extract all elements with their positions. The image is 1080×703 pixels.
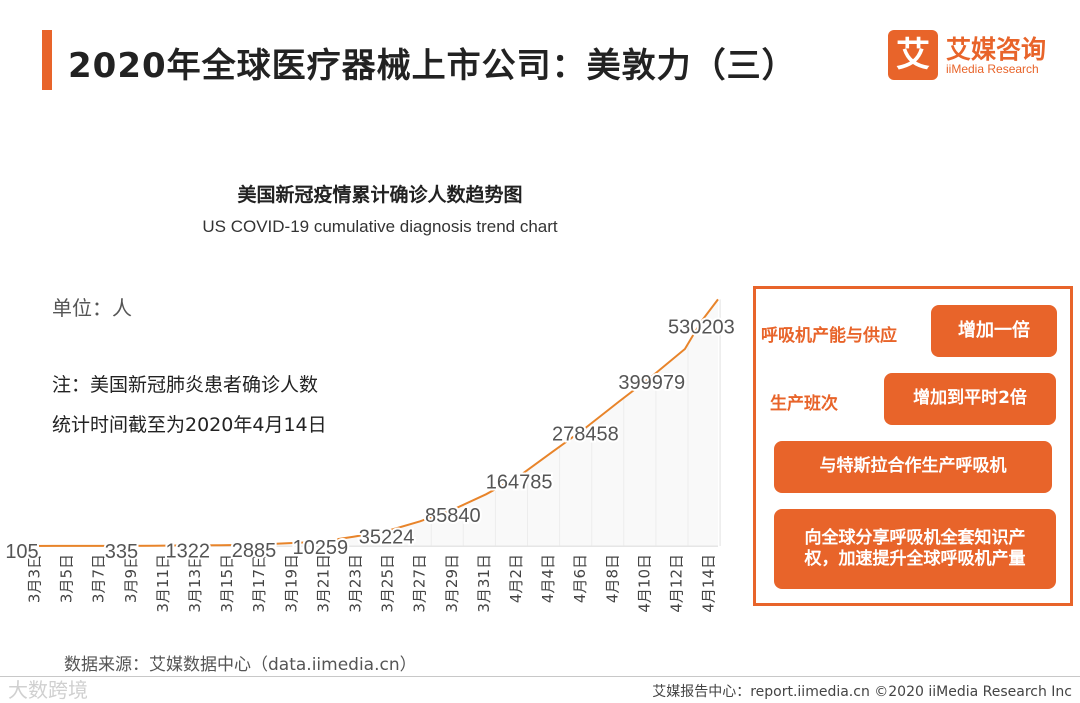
x-tick-label: 3月7日 bbox=[90, 554, 108, 603]
medtronic-actions-panel: 呼吸机产能与供应 增加一倍生产班次 增加到平时2倍与特斯拉合作生产呼吸机向全球分享呼… bbox=[753, 286, 1073, 606]
panel-row-value: 增加一倍 bbox=[931, 305, 1057, 357]
watermark-text: 大数跨境 bbox=[8, 678, 88, 702]
chart-note-line1: 注：美国新冠肺炎患者确诊人数 bbox=[52, 374, 319, 396]
area-fill bbox=[22, 299, 718, 546]
x-tick-label: 3月31日 bbox=[475, 554, 493, 613]
panel-row-label: 呼吸机产能与供应 bbox=[761, 326, 897, 346]
title-accent-bar bbox=[42, 30, 52, 90]
x-tick-label: 4月2日 bbox=[507, 554, 525, 603]
x-tick-label: 4月4日 bbox=[539, 554, 557, 603]
data-label: 278458 bbox=[552, 423, 619, 445]
data-label: 10259 bbox=[292, 537, 348, 559]
x-tick-label: 3月5日 bbox=[58, 554, 76, 603]
x-tick-label: 3月9日 bbox=[122, 554, 140, 603]
data-label: 105 bbox=[5, 541, 38, 563]
panel-row-value: 增加到平时2倍 bbox=[884, 373, 1056, 425]
x-tick-label: 3月17日 bbox=[250, 554, 268, 613]
data-label: 85840 bbox=[425, 505, 481, 527]
data-label: 164785 bbox=[486, 471, 553, 493]
logo-mark: 艾 bbox=[888, 30, 938, 80]
data-label: 335 bbox=[105, 541, 138, 563]
data-label: 399979 bbox=[618, 372, 685, 394]
x-tick-label: 3月3日 bbox=[26, 554, 44, 603]
x-tick-label: 4月8日 bbox=[603, 554, 621, 603]
logo-cn-text: 艾媒咨询 bbox=[946, 35, 1047, 64]
data-source: 数据来源：艾媒数据中心（data.iimedia.cn） bbox=[64, 655, 417, 675]
x-tick-label: 3月29日 bbox=[443, 554, 461, 613]
x-tick-label: 3月25日 bbox=[379, 554, 397, 613]
data-label: 1322 bbox=[165, 541, 210, 563]
x-tick-label: 4月6日 bbox=[571, 554, 589, 603]
chart-subtitle: US COVID-19 cumulative diagnosis trend c… bbox=[202, 217, 558, 236]
x-tick-label: 4月10日 bbox=[635, 554, 653, 613]
logo-en-text: iiMedia Research bbox=[946, 62, 1039, 76]
page-title: 2020年全球医疗器械上市公司：美敦力（三） bbox=[68, 46, 797, 86]
series-line bbox=[21, 298, 719, 547]
data-label: 530203 bbox=[668, 317, 735, 339]
x-tick-label: 3月15日 bbox=[218, 554, 236, 613]
panel-wide-item: 与特斯拉合作生产呼吸机 bbox=[774, 441, 1052, 493]
x-tick-label: 3月21日 bbox=[314, 554, 332, 613]
footer-divider bbox=[0, 676, 1080, 677]
x-tick-label: 3月19日 bbox=[282, 554, 300, 613]
data-label: 2885 bbox=[232, 540, 277, 562]
x-tick-label: 3月11日 bbox=[154, 554, 172, 613]
x-tick-label: 3月27日 bbox=[411, 554, 429, 613]
x-tick-label: 3月13日 bbox=[186, 554, 204, 613]
panel-wide-item: 向全球分享呼吸机全套知识产权，加速提升全球呼吸机产量 bbox=[774, 509, 1056, 589]
unit-label: 单位：人 bbox=[52, 296, 132, 320]
data-label: 35224 bbox=[359, 526, 415, 548]
footer-credit: 艾媒报告中心：report.iimedia.cn ©2020 iiMedia R… bbox=[652, 684, 1072, 700]
panel-row-label: 生产班次 bbox=[770, 394, 838, 414]
chart-note-line2: 统计时间截至为2020年4月14日 bbox=[52, 414, 327, 436]
x-tick-label: 4月12日 bbox=[668, 554, 686, 613]
x-tick-label: 3月23日 bbox=[347, 554, 365, 613]
iimedia-logo: 艾 艾媒咨询 iiMedia Research bbox=[888, 30, 1068, 82]
chart-title: 美国新冠疫情累计确诊人数趋势图 bbox=[237, 184, 523, 206]
x-tick-label: 4月14日 bbox=[700, 554, 718, 613]
